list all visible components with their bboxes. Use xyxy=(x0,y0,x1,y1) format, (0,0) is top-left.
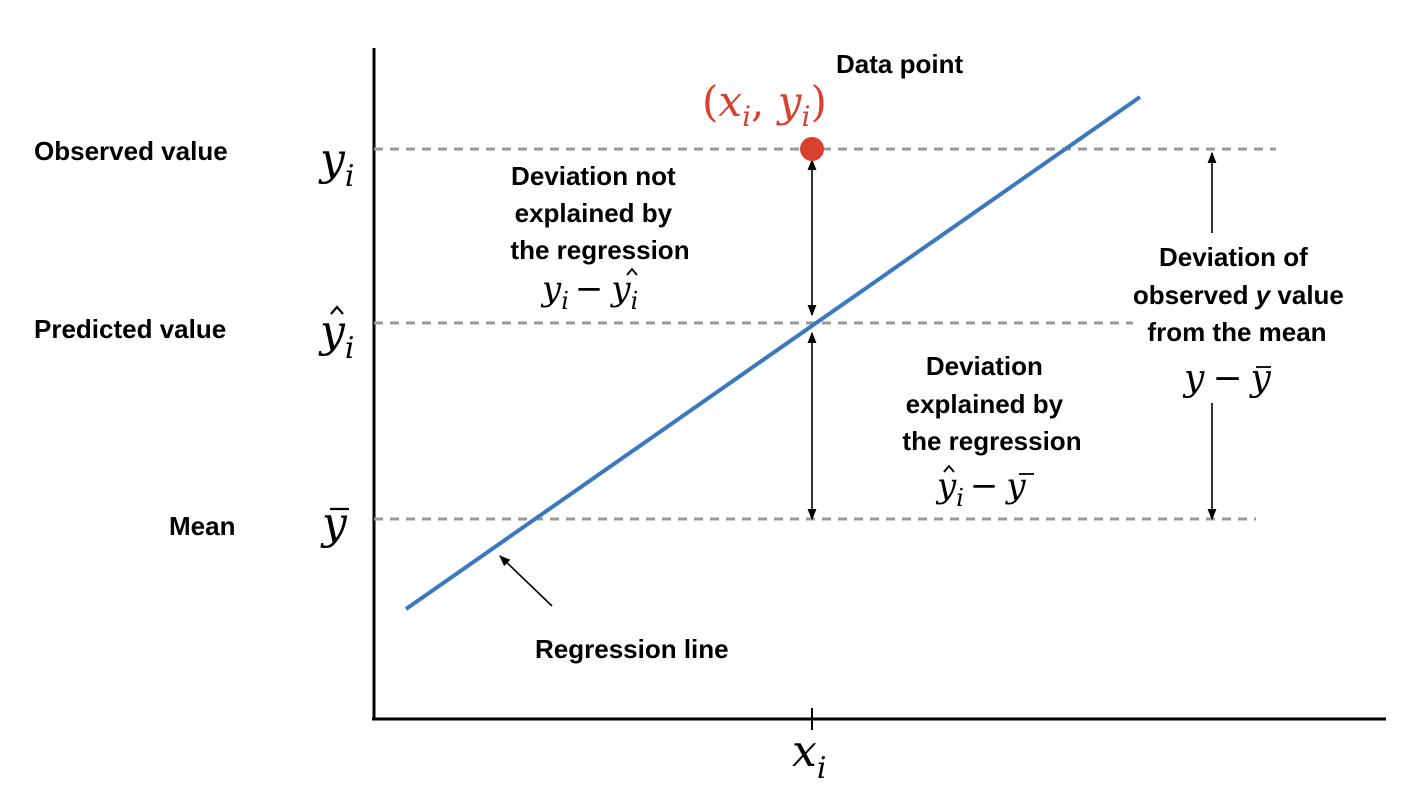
predicted-value-label: Predicted value xyxy=(34,314,226,344)
data-point-coordinates: (xi, yi) xyxy=(702,77,827,133)
regression-line-pointer xyxy=(499,555,553,607)
explained-deviation-label: Deviation explained by the regression xyxy=(902,351,1081,456)
total-deviation-formula: y − y xyxy=(1182,358,1272,399)
unexplained-deviation-formula: yi − yi xyxy=(540,267,638,315)
regression-line xyxy=(404,95,1142,611)
total-deviation-label: Deviation of observed y value from the m… xyxy=(1133,242,1351,347)
svg-text:y−y: y − y xyxy=(1182,358,1272,399)
svg-text:yi: yi xyxy=(318,306,354,366)
data-point-label: Data point xyxy=(836,49,963,79)
xi-symbol: xi xyxy=(792,726,826,786)
explained-deviation-formula: yi − y xyxy=(935,464,1034,512)
yhat-i-symbol: yi xyxy=(318,305,354,366)
svg-text:yi−y: yi − y xyxy=(935,466,1026,512)
regression-line-label: Regression line xyxy=(535,634,729,664)
mean-label: Mean xyxy=(169,511,235,541)
svg-text:yi−yi: yi − yi xyxy=(540,269,638,315)
ybar-symbol: y xyxy=(320,498,349,549)
observed-value-label: Observed value xyxy=(34,136,228,166)
yi-symbol: yi xyxy=(318,134,354,194)
data-point-marker xyxy=(800,137,824,161)
svg-text:y: y xyxy=(320,498,348,549)
unexplained-deviation-label: Deviation not explained by the regressio… xyxy=(510,161,689,265)
